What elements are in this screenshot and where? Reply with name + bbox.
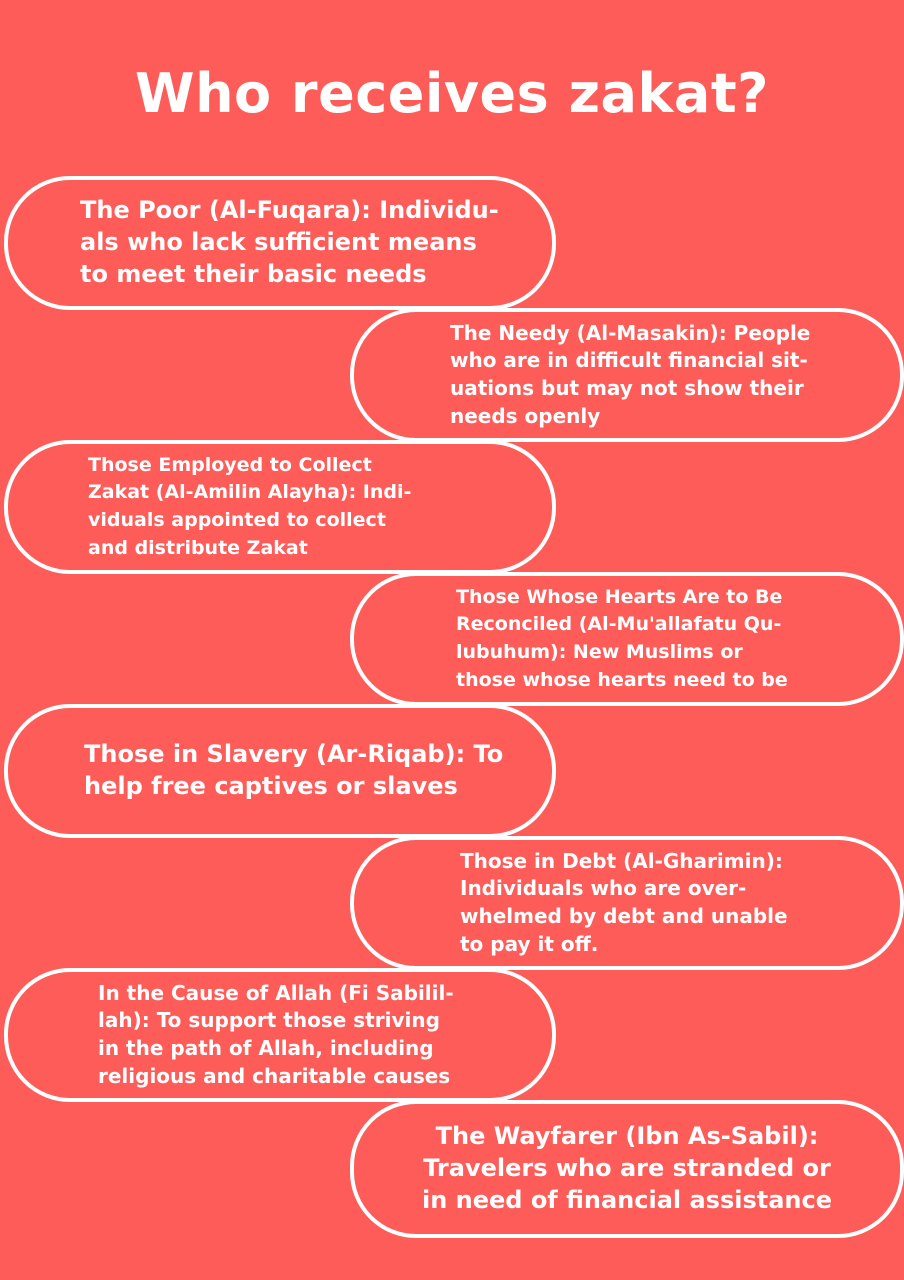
recipient-card-slavery: Those in Slavery (Ar-Riqab): To help fre… xyxy=(4,704,556,838)
recipient-card-reconciled-hearts: Those Whose Hearts Are to Be Reconciled … xyxy=(350,572,904,706)
recipient-card-wayfarer: The Wayfarer (Ibn As-Sabil): Travelers w… xyxy=(350,1100,904,1238)
page-title: Who receives zakat? xyxy=(135,62,769,125)
recipient-text: The Wayfarer (Ibn As-Sabil): Travelers w… xyxy=(421,1122,833,1214)
recipient-text: Those in Debt (Al-Gharimin): Individuals… xyxy=(460,848,788,956)
recipient-card-cause-of-allah: In the Cause of Allah (Fi Sabilil- lah):… xyxy=(4,968,556,1102)
recipient-card-zakat-collectors: Those Employed to Collect Zakat (Al-Amil… xyxy=(4,440,556,574)
recipient-card-poor: The Poor (Al-Fuqara): Individu- als who … xyxy=(4,176,556,310)
recipient-card-needy: The Needy (Al-Masakin): People who are i… xyxy=(350,308,904,442)
recipient-text: Those Employed to Collect Zakat (Al-Amil… xyxy=(88,453,412,559)
recipient-text: In the Cause of Allah (Fi Sabilil- lah):… xyxy=(98,980,454,1088)
recipient-card-debt: Those in Debt (Al-Gharimin): Individuals… xyxy=(350,836,904,970)
recipient-text: The Poor (Al-Fuqara): Individu- als who … xyxy=(80,196,499,288)
recipient-text: Those Whose Hearts Are to Be Reconciled … xyxy=(456,585,788,691)
recipient-text: The Needy (Al-Masakin): People who are i… xyxy=(450,320,811,428)
recipient-text: Those in Slavery (Ar-Riqab): To help fre… xyxy=(84,740,504,800)
